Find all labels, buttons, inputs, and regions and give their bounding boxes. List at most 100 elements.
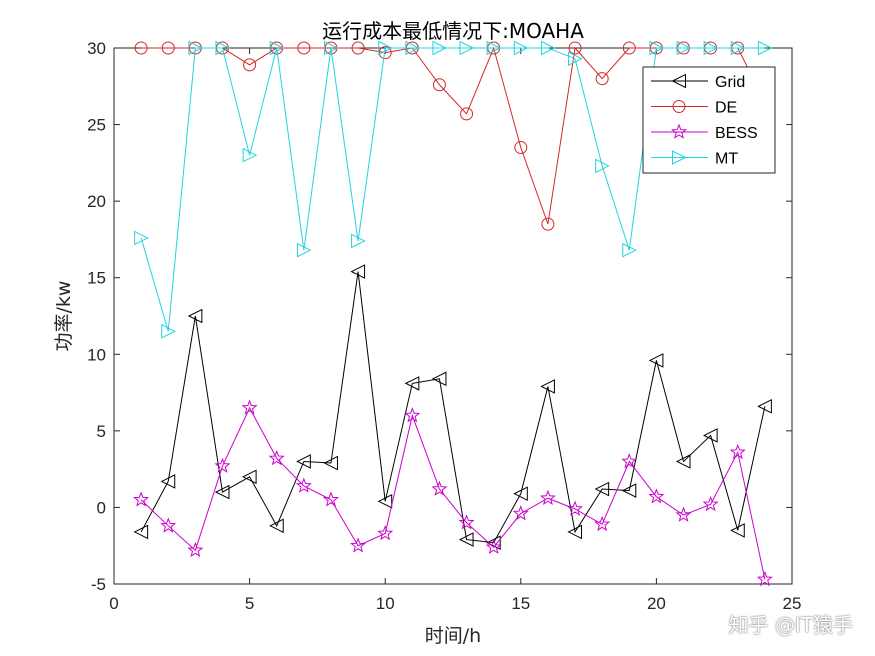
y-tick-label: 10 [87, 345, 106, 364]
legend-label-bess: BESS [715, 125, 758, 142]
series-mt [134, 40, 773, 339]
data-point-mt [432, 40, 448, 56]
data-point-de [134, 41, 148, 55]
data-point-grid [269, 518, 284, 534]
data-point-bess [675, 506, 692, 522]
data-point-mt [405, 40, 420, 56]
data-point-mt [134, 230, 149, 246]
data-point-mt [486, 40, 502, 56]
data-point-mt [323, 40, 339, 56]
series-line-grid [140, 271, 766, 544]
data-point-bess [268, 450, 285, 466]
data-point-bess [458, 514, 475, 530]
data-point-de [351, 41, 365, 55]
data-point-de [514, 141, 528, 155]
legend-label-de: DE [715, 100, 737, 117]
series-line-bess [140, 406, 766, 580]
data-point-grid [513, 486, 528, 501]
x-tick-label: 5 [245, 594, 254, 613]
data-point-bess [295, 477, 312, 493]
data-point-de [432, 78, 446, 92]
data-point-bess [241, 399, 258, 415]
data-point-mt [540, 40, 556, 56]
series-line-mt [140, 47, 765, 332]
data-point-bess [512, 505, 529, 521]
data-point-grid [703, 428, 718, 443]
data-point-mt [296, 242, 312, 258]
y-tick-label: -5 [91, 575, 106, 594]
data-point-bess [539, 489, 556, 506]
legend-label-grid: Grid [715, 74, 745, 91]
data-point-bess [702, 495, 719, 512]
legend-marker-grid [671, 73, 686, 89]
data-point-bess [756, 571, 773, 587]
watermark: 知乎 @IT猿手 [728, 613, 853, 637]
data-point-bess [431, 480, 448, 496]
y-tick-label: 30 [87, 39, 106, 58]
data-point-mt [378, 40, 393, 56]
data-point-bess [485, 538, 502, 555]
data-point-grid [241, 469, 257, 485]
legend: Grid DE BESS MT [642, 66, 776, 174]
data-point-bess [404, 407, 421, 423]
x-tick-label: 10 [376, 594, 395, 613]
data-point-bess [594, 515, 611, 532]
data-point-mt [676, 40, 692, 56]
y-tick-label: 0 [97, 498, 106, 517]
data-point-bess [377, 525, 394, 541]
data-point-grid [296, 454, 311, 469]
data-point-grid [757, 399, 772, 414]
data-point-bess [214, 457, 231, 473]
data-point-grid [675, 454, 691, 469]
data-point-grid [594, 481, 610, 497]
data-point-grid [133, 524, 149, 540]
y-tick-label: 25 [87, 116, 106, 135]
data-point-de [568, 41, 582, 55]
data-point-bess [648, 488, 665, 504]
data-point-bess [187, 541, 204, 558]
series-grid [133, 264, 772, 550]
x-tick-label: 15 [511, 594, 530, 613]
data-point-bess [621, 453, 638, 469]
legend-marker-mt [672, 150, 687, 165]
data-point-mt [459, 40, 475, 56]
data-point-grid [648, 353, 664, 368]
chart-title: 运行成本最低情况下:MOAHA [322, 19, 584, 43]
x-axis-label: 时间/h [425, 625, 481, 647]
data-point-grid [214, 484, 230, 500]
y-tick-label: 15 [87, 269, 106, 288]
data-point-mt [757, 40, 773, 56]
x-tick-label: 20 [647, 594, 666, 613]
data-point-grid [350, 264, 366, 279]
x-tick-label: 0 [109, 594, 118, 613]
data-point-bess [567, 500, 584, 516]
data-point-de [161, 41, 175, 55]
data-point-mt [513, 40, 529, 56]
data-point-mt [188, 40, 203, 56]
data-point-grid [567, 524, 583, 540]
data-point-grid [540, 379, 555, 394]
legend-marker-de [672, 100, 686, 113]
series-layer [133, 40, 773, 587]
data-point-bess [133, 491, 150, 507]
data-point-de [595, 72, 609, 86]
legend-label-mt: MT [715, 151, 738, 168]
data-point-grid [187, 308, 203, 324]
data-point-mt [269, 40, 285, 56]
data-point-grid [431, 371, 447, 387]
data-point-grid [458, 532, 474, 547]
data-point-mt [568, 51, 583, 67]
data-point-grid [730, 523, 745, 538]
data-point-mt [703, 40, 719, 56]
data-point-de [243, 58, 257, 72]
data-point-mt [242, 147, 258, 163]
x-tick-label: 25 [783, 594, 802, 613]
data-point-bess [729, 443, 746, 460]
data-point-mt [649, 40, 665, 56]
data-point-grid [404, 376, 420, 391]
data-point-bess [322, 491, 339, 507]
data-point-grid [377, 493, 393, 509]
data-point-grid [323, 455, 338, 471]
data-point-mt [622, 242, 637, 258]
